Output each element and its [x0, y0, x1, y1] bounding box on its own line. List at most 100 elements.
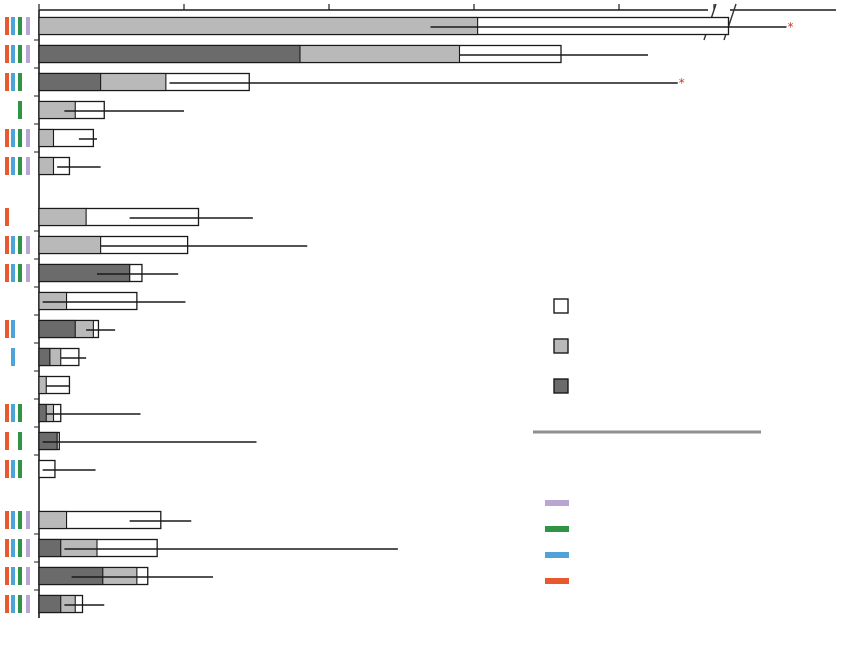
- color-marker-purple: [26, 236, 30, 254]
- bar-light-segment: [38, 291, 68, 311]
- color-marker-orange: [5, 236, 9, 254]
- bar-dark-segment: [38, 566, 104, 586]
- color-marker-orange: [5, 539, 9, 557]
- bar-row: [5, 44, 648, 64]
- color-marker-blue: [11, 595, 15, 613]
- color-marker-green: [18, 17, 22, 35]
- bar-row: [5, 235, 308, 255]
- color-marker-purple: [26, 567, 30, 585]
- color-marker-purple: [26, 17, 30, 35]
- bar-row: [38, 375, 71, 395]
- bar-light-segment: [38, 510, 68, 530]
- color-marker-purple: [26, 157, 30, 175]
- color-marker-orange: [5, 595, 9, 613]
- color-marker-green: [18, 45, 22, 63]
- bar-row: *: [5, 16, 794, 36]
- color-marker-green: [18, 157, 22, 175]
- color-marker-blue: [11, 45, 15, 63]
- bar-row: [5, 566, 213, 586]
- bar-row: [5, 156, 101, 176]
- bar-dark-segment: [38, 594, 62, 614]
- color-marker-orange: [5, 73, 9, 91]
- color-marker-green: [18, 101, 22, 119]
- color-marker-orange: [5, 17, 9, 35]
- color-marker-orange: [5, 208, 9, 226]
- color-marker-purple: [26, 595, 30, 613]
- color-marker-blue: [11, 539, 15, 557]
- color-marker-orange: [5, 432, 9, 450]
- bar-row: *: [5, 72, 685, 92]
- bar-row: [5, 403, 141, 423]
- asterisk-marker: *: [679, 76, 685, 90]
- color-marker-green: [18, 73, 22, 91]
- color-marker-blue: [11, 73, 15, 91]
- color-marker-purple: [26, 264, 30, 282]
- color-marker-blue: [11, 320, 15, 338]
- bar-row: [18, 100, 184, 120]
- color-marker-orange: [5, 264, 9, 282]
- bar-dark-segment: [38, 263, 131, 283]
- bar-dark-segment: [38, 72, 102, 92]
- bar-row: [5, 319, 116, 339]
- color-marker-purple: [26, 129, 30, 147]
- color-marker-purple: [26, 511, 30, 529]
- color-marker-orange: [5, 511, 9, 529]
- bar-light-segment: [38, 375, 47, 395]
- color-marker-blue: [11, 17, 15, 35]
- legend-swatch-open: [553, 298, 569, 314]
- bar-light-segment: [38, 235, 102, 255]
- bar-light-segment: [38, 128, 55, 148]
- bar-row: [5, 538, 398, 558]
- color-marker-orange: [5, 129, 9, 147]
- color-marker-green: [18, 567, 22, 585]
- bar-total-segment: [38, 459, 56, 479]
- color-marker-orange: [5, 567, 9, 585]
- bar-row: [5, 510, 192, 530]
- bar-light-segment: [38, 207, 87, 227]
- bar-dark-segment: [38, 538, 62, 558]
- color-marker-purple: [26, 45, 30, 63]
- color-marker-orange: [5, 45, 9, 63]
- asterisk-marker: *: [788, 20, 794, 34]
- bar-light-segment: [38, 156, 55, 176]
- bar-dark-segment: [38, 403, 47, 423]
- bar-row: [5, 431, 257, 451]
- bar-row: [5, 207, 253, 227]
- bar-dark-segment: [38, 431, 58, 451]
- color-marker-green: [18, 539, 22, 557]
- color-marker-green: [18, 129, 22, 147]
- color-marker-green: [18, 460, 22, 478]
- color-marker-green: [18, 595, 22, 613]
- color-marker-purple: [26, 539, 30, 557]
- color-marker-blue: [11, 129, 15, 147]
- legend-color-orange: [545, 578, 569, 584]
- legend-color-purple: [545, 500, 569, 506]
- color-marker-blue: [11, 460, 15, 478]
- bar-row: [5, 128, 97, 148]
- bar-row: [5, 263, 179, 283]
- color-marker-green: [18, 404, 22, 422]
- bar-row: [38, 291, 186, 311]
- color-marker-orange: [5, 404, 9, 422]
- color-marker-green: [18, 236, 22, 254]
- color-marker-orange: [5, 460, 9, 478]
- legend-swatch-light: [553, 338, 569, 354]
- color-marker-green: [18, 511, 22, 529]
- bar-row: [5, 459, 96, 479]
- bar-dark-segment: [38, 347, 51, 367]
- color-marker-orange: [5, 320, 9, 338]
- color-marker-green: [18, 432, 22, 450]
- color-marker-blue: [11, 567, 15, 585]
- bar-light-segment: [38, 100, 76, 120]
- legend-swatch-dark: [553, 378, 569, 394]
- color-marker-blue: [11, 511, 15, 529]
- bar-row: [5, 594, 105, 614]
- bar-dark-segment: [38, 44, 301, 64]
- color-marker-blue: [11, 157, 15, 175]
- color-marker-blue: [11, 236, 15, 254]
- bar-row: [11, 347, 87, 367]
- color-marker-blue: [11, 264, 15, 282]
- color-marker-orange: [5, 157, 9, 175]
